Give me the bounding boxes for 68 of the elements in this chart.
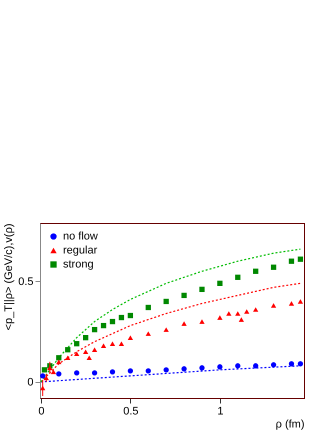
point [40,386,46,390]
point [86,355,92,360]
point [235,274,240,280]
point [82,335,88,340]
point [298,299,304,304]
point [235,311,240,316]
legend-label: regular [63,244,98,256]
point [65,347,70,352]
point [226,311,232,316]
point [40,373,46,379]
point [128,312,134,318]
legend-label: strong [63,258,94,270]
point [146,368,151,374]
point [244,309,250,314]
x-axis-title: ρ (fm) [276,418,304,430]
point [74,370,80,376]
x-tick-label: 1 [217,406,224,418]
point [217,364,223,370]
point [288,301,294,306]
point [44,376,49,380]
point [146,331,151,336]
point [56,371,62,377]
point [100,343,106,348]
point [199,319,205,324]
line-series [40,282,302,383]
point [253,268,258,274]
y-axis-title: <p_T||ρ> (GeV/c),v(ρ) [3,224,16,330]
point [217,280,223,286]
point [74,341,80,346]
point [164,327,169,332]
point [128,368,134,374]
point [298,256,304,262]
point [181,366,187,372]
point [56,360,62,364]
point [253,307,258,312]
point [199,286,205,292]
point [270,362,276,368]
point [181,321,187,326]
point [92,370,98,376]
x-tick-label: 0 [38,406,44,418]
point [50,370,56,374]
point [164,367,169,372]
point [82,349,88,354]
point [288,258,294,264]
point [217,315,223,320]
point [298,361,304,366]
point [270,264,276,270]
point [92,326,98,332]
point [56,355,62,360]
point [110,341,116,346]
point [270,303,276,308]
point [288,361,294,366]
x-tick-label: 0.5 [123,406,139,418]
point [42,367,48,372]
point [92,347,98,352]
legend-label: no flow [63,230,98,242]
point [47,366,52,370]
point [65,355,70,360]
point [253,363,258,368]
point [238,317,244,322]
point [74,351,80,356]
point [110,369,116,374]
point [199,365,205,370]
point [164,298,169,304]
point [128,335,134,340]
point [235,363,240,368]
point [118,341,124,346]
point [146,304,151,310]
